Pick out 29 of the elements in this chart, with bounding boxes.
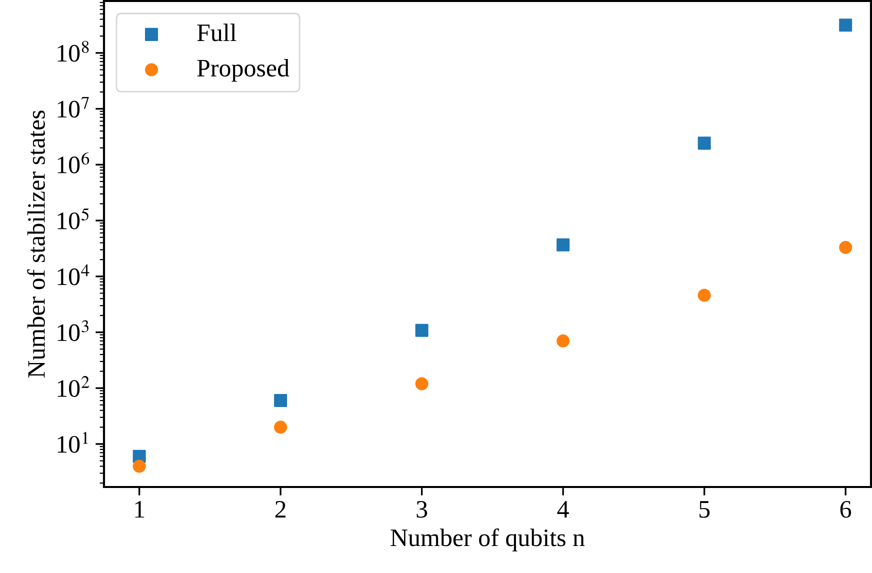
point: [839, 240, 852, 254]
y-tick-label: 10$^{5}$: [58, 208, 89, 230]
point: [698, 136, 711, 150]
point: [556, 334, 570, 348]
legend-label: Proposed: [197, 58, 290, 82]
point: [132, 460, 146, 473]
point: [839, 18, 852, 32]
x-axis-title: Number of qubits n: [390, 528, 585, 552]
point: [274, 394, 288, 408]
x-tick-label: 4: [557, 501, 569, 518]
y-axis-title: Number of stabilizer states: [27, 110, 45, 378]
point: [556, 238, 570, 252]
y-tick-label: 10$^{2}$: [58, 376, 90, 397]
legend-label: Full: [197, 24, 236, 42]
point: [698, 288, 711, 302]
x-tick-label: 3: [416, 500, 428, 518]
y-tick-label: 10$^{4}$: [58, 264, 90, 286]
y-tick-label: 10$^{3}$: [58, 320, 88, 342]
x-tick-label: 1: [135, 501, 144, 518]
x-tick-label: 2: [275, 500, 286, 518]
point: [274, 420, 288, 434]
y-tick-label: 10$^{8}$: [58, 40, 89, 62]
point: [415, 377, 428, 390]
y-tick-label: 10$^{1}$: [58, 432, 88, 453]
y-tick-label: 10$^{7}$: [58, 96, 89, 118]
x-tick-label: 6: [840, 500, 852, 518]
point: [415, 324, 428, 337]
x-tick-label: 5: [700, 501, 710, 518]
y-tick-label: 10$^{6}$: [58, 152, 90, 174]
